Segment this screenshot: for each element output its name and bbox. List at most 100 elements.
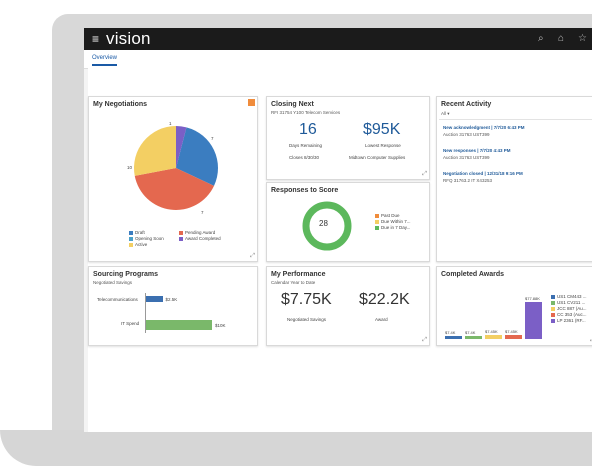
card-completed-awards[interactable]: Completed Awards $7.4K $7.4K $7.45K $7.45K $… [436,266,592,346]
card-title: Recent Activity [441,101,492,108]
laptop-base [0,430,592,466]
award-swatch [551,294,555,299]
card-title: My Performance [271,271,326,278]
app-screen: ≡ vision ⌕ ⌂ ☆ Overview My Negotiations … [84,28,592,432]
legend-award: US1 CM443 ... [551,294,587,299]
category-label: Telecommunications [97,297,138,302]
award-swatch [551,300,555,305]
card-subtitle: Calendar Year to Date [271,280,316,285]
bar-value-label: $10K [215,323,226,328]
bar-value-label: $2.5K [165,297,178,302]
activity-item-sub: Auction 31763 UST399 [443,155,490,160]
closes-date: Closes 8/30/30 [289,155,320,160]
negotiated-savings-value: $7.75K [281,291,332,308]
legend-award: CC 353 (Auc... [551,312,587,317]
card-title: Closing Next [271,101,314,108]
award-bar-1[interactable] [465,335,482,339]
legend-award: JCC 887 (Au... [551,306,587,311]
award-bar-label: $7.4K [445,329,456,335]
award-bar-label: $7.4K [465,329,476,335]
negotiated-savings-label: Negotiated Savings [287,317,327,322]
award-bar-3[interactable] [505,335,522,339]
resize-icon[interactable]: ⤢ [422,337,427,343]
lowest-response-label: Lowest Response [365,143,401,148]
award-bar-4[interactable] [525,302,542,339]
card-title: Responses to Score [271,187,339,194]
dashboard: My Negotiations 1 7 10 7 Draft Pending A… [88,68,592,432]
bar-it-spend [146,320,212,330]
card-title: My Negotiations [93,101,148,108]
award-swatch [551,312,555,317]
pie-label-left: 10 [127,165,133,170]
pie-slice-opening-soon[interactable] [134,126,176,176]
pie-slice-active[interactable] [134,168,215,210]
award-bar-0[interactable] [445,335,462,339]
legend-due-within: Due Within 7... [375,219,411,224]
home-icon[interactable]: ⌂ [558,33,565,44]
due-in-swatch [375,225,379,230]
legend-award: US1 CV211 ... [551,300,585,305]
award-value: $22.2K [359,291,410,308]
activity-item-title[interactable]: New responses | 7/7/20 4:43 PM [443,148,511,153]
awards-bar-chart: $7.4K $7.4K $7.45K $7.45K $77.88K [445,289,549,339]
legend-opening-soon: Opening Soon [129,236,164,241]
pie-slice-pending-award[interactable] [176,126,187,168]
legend-active: Active [129,242,147,247]
card-sourcing-programs[interactable]: Sourcing Programs Negotiated Savings Tel… [88,266,258,346]
card-my-performance[interactable]: My Performance Calendar Year to Date $7.… [266,266,430,346]
award-swatch [551,306,555,311]
award-bar-label: $77.88K [525,296,540,302]
pie-label-bottom: 7 [201,210,204,215]
pie-label-right: 7 [211,136,214,141]
search-icon[interactable]: ⌕ [538,33,544,44]
legend-pending-award: Pending Award [179,230,215,235]
star-icon[interactable]: ☆ [578,33,587,44]
responses-count: 28 [319,219,328,228]
days-remaining-label: Days Remaining [289,143,323,148]
activity-item-title[interactable]: New acknowledgment | 7/7/20 6:43 PM [443,125,525,130]
activity-item-sub: Auction 31763 UST399 [443,132,490,137]
award-bar-2[interactable] [485,335,502,339]
tab-overview[interactable]: Overview [92,55,118,66]
award-bar-label: $7.45K [485,329,498,335]
tab-bar: Overview [84,50,592,69]
menu-icon[interactable]: ≡ [92,32,100,46]
category-label: IT Spend [121,321,140,326]
resize-icon[interactable]: ⤢ [590,337,592,344]
app-brand: vision [106,29,151,48]
card-subtitle: Negotiated Savings [93,280,133,285]
days-remaining-value: 16 [299,121,317,138]
card-responses-to-score[interactable]: Responses to Score 28 Past Due Due Withi… [266,182,430,262]
legend-past-due: Past Due [375,213,400,218]
completed-swatch [179,236,183,241]
divider [439,119,592,120]
resize-icon[interactable]: ⤢ [422,171,427,177]
axis-line [145,293,146,333]
past-due-swatch [375,213,379,218]
bar-telecommunications [146,296,163,302]
draft-swatch [129,230,133,235]
card-title: Completed Awards [441,271,505,278]
activity-item-sub: RFQ 31763.2 IT X43253 [443,178,492,183]
resize-icon[interactable]: ⤢ [250,253,255,259]
legend-draft: Draft [129,230,145,235]
activity-item-title[interactable]: Negotiation closed | 12/31/18 9:16 PM [443,171,523,176]
legend-award: LP 2361 (RF... [551,318,586,323]
due-within-swatch [375,219,379,224]
award-label: Award [375,317,388,322]
card-my-negotiations[interactable]: My Negotiations 1 7 10 7 Draft Pending A… [88,96,258,262]
pie-slice-draft[interactable] [176,127,218,186]
card-recent-activity[interactable]: Recent Activity All ▾ New acknowledgment… [436,96,592,262]
notification-icon[interactable] [248,99,255,106]
award-bar-label: $7.45K [505,329,518,335]
legend-due-in: Due in 7 Day... [375,225,410,230]
card-subtitle: RFI 31754 Y100 Telecom Services [271,110,341,115]
activity-filter[interactable]: All ▾ [441,111,450,116]
pie-label-top: 1 [169,121,172,126]
supplier-name: Midtown Computer Supplies [349,155,406,160]
responses-donut-chart [302,201,352,251]
top-bar: ≡ vision ⌕ ⌂ ☆ [84,28,592,50]
card-closing-next[interactable]: Closing Next RFI 31754 Y100 Telecom Serv… [266,96,430,180]
active-swatch [129,242,133,247]
legend-award-completed: Award Completed [179,236,221,241]
